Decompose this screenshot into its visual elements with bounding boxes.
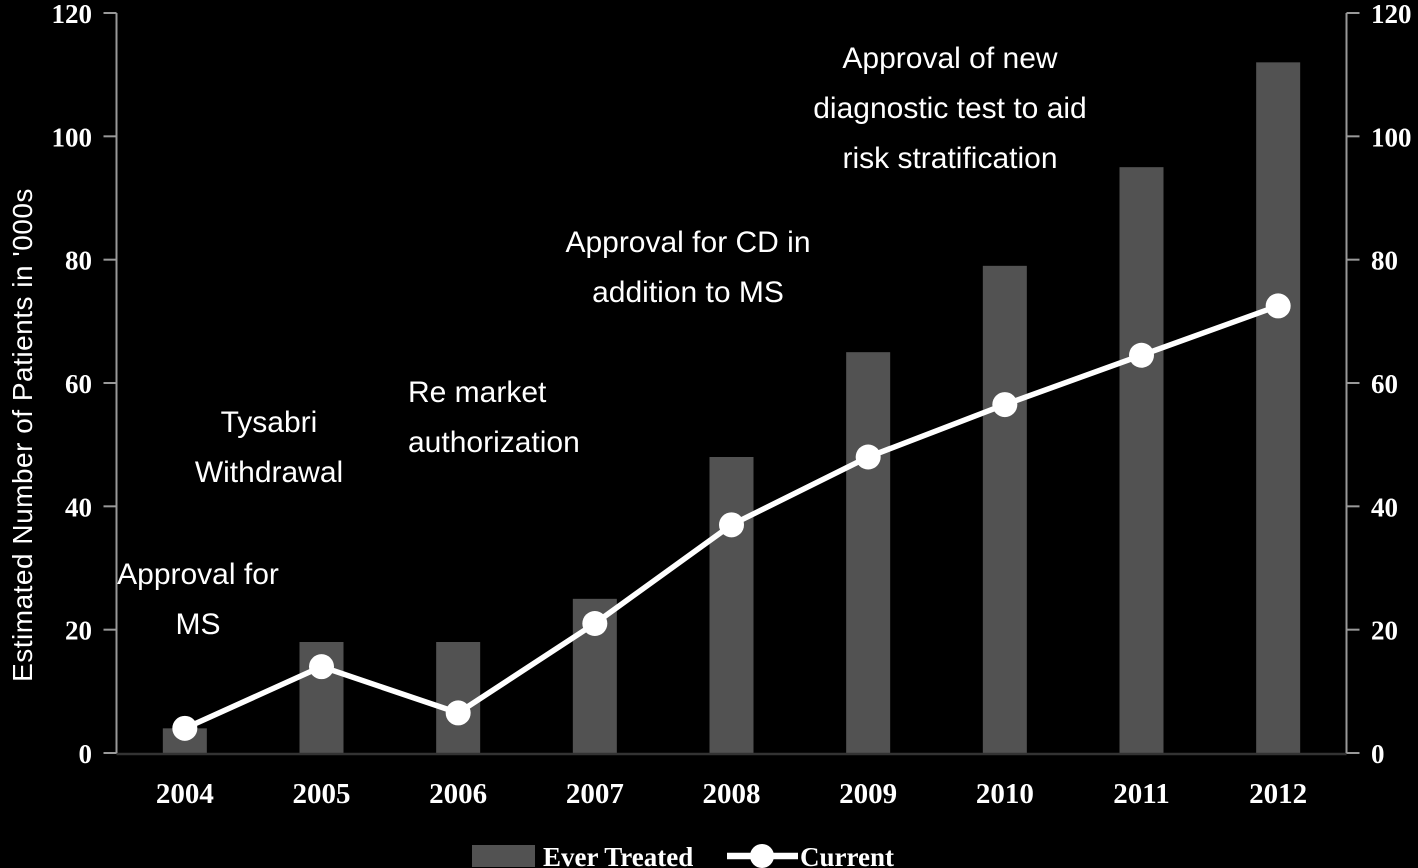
- marker-2007: [582, 611, 608, 636]
- annotation-3-line-0: Approval for CD in: [565, 226, 810, 259]
- right-tick-label-40: 40: [1371, 492, 1398, 522]
- marker-2010: [992, 392, 1018, 418]
- marker-2011: [1129, 342, 1154, 368]
- annotation-3-line-1: addition to MS: [592, 276, 784, 309]
- x-tick-label-2008: 2008: [703, 778, 761, 810]
- right-tick-label-100: 100: [1371, 122, 1412, 152]
- axes-group: 0 0 20 20 40 40 60 60 80 80 100 100 120 120 2004 2005 20…: [52, 0, 1412, 810]
- left-tick-label-120: 120: [52, 0, 93, 29]
- x-tick-label-2006: 2006: [429, 778, 487, 810]
- x-tick-label-2010: 2010: [976, 778, 1034, 810]
- annotation-4-line-0: Approval of new: [842, 42, 1057, 75]
- left-tick-label-60: 60: [65, 369, 92, 399]
- left-tick-label-20: 20: [65, 616, 92, 646]
- bar-2006: [436, 642, 481, 753]
- legend-marker-swatch: [750, 844, 774, 868]
- legend-label-ever-treated: Ever Treated: [543, 842, 693, 868]
- annotation-4-line-2: risk stratification: [842, 142, 1057, 175]
- annotation-2-line-0: Re market: [408, 376, 547, 409]
- left-tick-label-40: 40: [65, 492, 92, 522]
- right-tick-label-120: 120: [1371, 0, 1412, 29]
- annotation-0-line-0: Approval for: [117, 558, 279, 591]
- x-tick-label-2012: 2012: [1249, 778, 1307, 810]
- annotation-2-line-1: authorization: [408, 426, 580, 459]
- annotation-4-line-1: diagnostic test to aid: [813, 92, 1087, 125]
- x-tick-label-2011: 2011: [1113, 778, 1169, 810]
- x-tick-label-2004: 2004: [156, 778, 214, 810]
- x-tick-label-2009: 2009: [839, 778, 897, 810]
- marker-2009: [855, 444, 881, 470]
- annotation-1-line-1: Withdrawal: [195, 456, 343, 489]
- bar-2010: [982, 265, 1027, 753]
- bar-series-group: [162, 62, 1301, 754]
- left-tick-label-80: 80: [65, 246, 92, 276]
- marker-2005: [309, 654, 334, 680]
- x-tick-label-2007: 2007: [566, 778, 624, 810]
- y-axis-title: Estimated Number of Patients in '000s: [7, 188, 38, 682]
- legend-label-current: Current: [800, 842, 894, 868]
- legend-group: Ever Treated Current: [472, 842, 894, 868]
- marker-2004: [172, 715, 198, 741]
- marker-2012: [1265, 293, 1291, 319]
- x-tick-label-2005: 2005: [293, 778, 351, 810]
- bar-2008: [709, 457, 754, 753]
- marker-2008: [719, 512, 744, 538]
- right-tick-label-0: 0: [1371, 739, 1385, 769]
- annotation-1-line-0: Tysabri: [221, 406, 318, 439]
- annotations-group: Approval for MS Tysabri Withdrawal Re market…: [117, 42, 1087, 641]
- line-series-group: [172, 293, 1291, 741]
- right-tick-label-20: 20: [1371, 616, 1398, 646]
- annotation-0-line-1: MS: [176, 608, 221, 641]
- right-tick-label-80: 80: [1371, 246, 1398, 276]
- right-tick-label-60: 60: [1371, 369, 1398, 399]
- legend-bar-swatch: [472, 845, 535, 867]
- bar-2011: [1119, 167, 1164, 753]
- bar-2009: [846, 352, 891, 753]
- marker-2006: [445, 700, 471, 726]
- bar-2012: [1256, 62, 1301, 754]
- left-tick-label-0: 0: [79, 739, 93, 769]
- left-tick-label-100: 100: [52, 122, 93, 152]
